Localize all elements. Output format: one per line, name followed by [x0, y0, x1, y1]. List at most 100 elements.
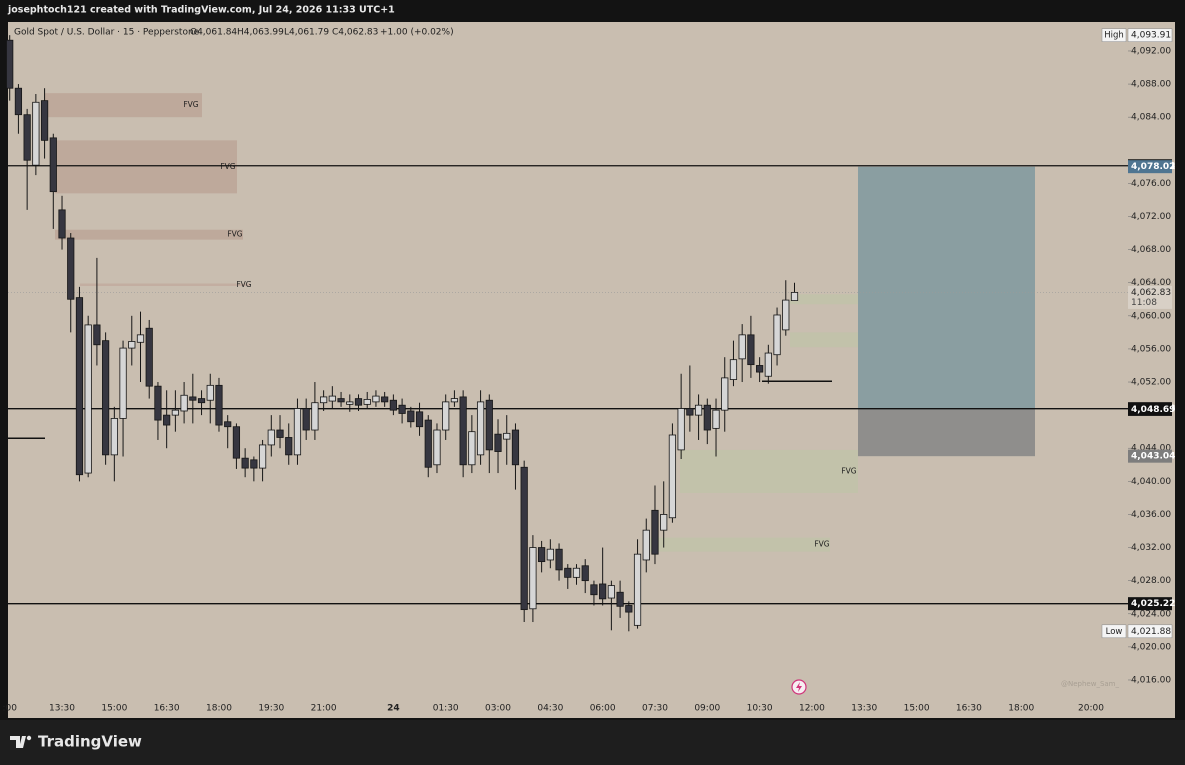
candle-body	[189, 396, 197, 401]
candle-body	[764, 352, 772, 377]
candle-body	[660, 514, 668, 531]
low-value-box	[1127, 624, 1173, 639]
fvg-label: FVG	[227, 230, 242, 239]
candle-body	[729, 359, 738, 380]
y-tick-label: 4,040.00	[1131, 477, 1171, 487]
x-tick-label: 18:00	[206, 704, 232, 714]
last-price-box	[1128, 285, 1172, 309]
candle-body	[686, 408, 694, 416]
candle-body	[564, 567, 572, 578]
candle-body	[302, 408, 310, 431]
candle-body	[476, 401, 485, 456]
candle-body	[285, 437, 293, 456]
fvg-zone	[80, 283, 250, 287]
x-tick-label: 03:00	[485, 704, 511, 714]
candle-body	[337, 398, 345, 403]
x-tick-label: 18:00	[1008, 704, 1034, 714]
legend-low: L4,061.79	[284, 28, 329, 38]
candle-body	[241, 457, 249, 469]
candle-body	[450, 398, 459, 403]
x-tick-label: :00	[2, 704, 17, 714]
x-tick-label: 15:00	[904, 704, 930, 714]
candle-body	[703, 404, 711, 431]
candle-body	[415, 411, 424, 428]
candle-body	[511, 429, 520, 466]
candle-body	[232, 426, 241, 459]
position-profit	[858, 166, 1035, 410]
candle-body	[293, 408, 302, 456]
candle-body	[616, 591, 624, 607]
candle-body	[694, 404, 703, 416]
fvg-label: FVG	[814, 540, 829, 549]
fvg-zone	[55, 140, 237, 194]
legend-close: C4,062.83	[332, 28, 378, 38]
x-tick-label: 12:00	[799, 704, 825, 714]
fvg-label: FVG	[183, 100, 198, 109]
high-value-box	[1127, 28, 1173, 42]
x-tick-label: 07:30	[642, 704, 668, 714]
candle-body	[171, 409, 179, 416]
brand: TradingView	[38, 733, 142, 751]
candle-body	[642, 529, 650, 561]
candle-body	[398, 404, 406, 414]
candle-body	[102, 340, 110, 456]
x-tick-label: 16:30	[154, 704, 180, 714]
y-tick-label: 4,020.00	[1131, 642, 1171, 652]
position-loss	[858, 409, 1035, 457]
candle-body	[206, 384, 214, 401]
candle-body	[49, 137, 57, 193]
last-price-label: 4,062.83	[1131, 288, 1171, 298]
candle-body	[328, 395, 336, 402]
candle-body	[23, 114, 31, 161]
watermark: @Nephew_Sam_	[1061, 680, 1120, 688]
x-tick-label: 16:30	[956, 704, 982, 714]
brand-logo	[10, 735, 32, 748]
x-tick-label: 09:00	[694, 704, 720, 714]
candle-body	[529, 547, 537, 610]
target-price-label: 4,078.02	[1131, 162, 1175, 172]
y-tick-label: 4,088.00	[1131, 80, 1171, 90]
candle-body	[738, 334, 746, 360]
candle-body	[581, 565, 589, 582]
x-tick-label: 15:00	[101, 704, 127, 714]
candle-body	[572, 567, 581, 578]
candle-body	[389, 399, 397, 411]
line-price-label: 4,025.22	[1131, 599, 1175, 609]
candle-body	[555, 548, 563, 571]
y-tick-label: 4,076.00	[1131, 179, 1171, 189]
y-tick-label: 4,072.00	[1131, 212, 1171, 222]
candle-body	[84, 324, 92, 474]
candle-body	[14, 87, 23, 116]
candle-body	[433, 429, 441, 466]
y-tick-label: 4,060.00	[1131, 311, 1171, 321]
high-name-box	[1101, 28, 1127, 42]
entry-price-box	[1128, 402, 1172, 416]
candle-body	[756, 365, 764, 373]
candle-body	[407, 410, 415, 423]
candle-body	[215, 384, 223, 426]
y-tick-label: 4,068.00	[1131, 245, 1171, 255]
fvg-label: FVG	[236, 280, 251, 289]
x-tick-label: 20:00	[1078, 704, 1104, 714]
legend-change: +1.00 (+0.02%)	[380, 28, 454, 38]
candle-body	[224, 421, 232, 428]
candle-body	[110, 418, 118, 456]
low-value: 4,021.88	[1131, 627, 1171, 637]
candle-body	[790, 291, 799, 301]
x-tick-label: 24	[387, 704, 400, 714]
candle-body	[590, 584, 598, 596]
candle-body	[599, 583, 607, 600]
x-tick-label: 19:30	[258, 704, 284, 714]
candle-body	[747, 334, 755, 366]
fvg-zone	[55, 229, 243, 240]
target-price-box	[1128, 160, 1172, 174]
candle-body	[607, 585, 615, 599]
y-tick-label: 4,028.00	[1131, 576, 1171, 586]
candle-body	[363, 399, 371, 405]
candle-body	[58, 209, 66, 239]
y-tick-label: 4,056.00	[1131, 344, 1171, 354]
candle-body	[40, 100, 49, 141]
candle-body	[712, 409, 720, 429]
candle-body	[346, 401, 354, 405]
y-tick-label: 4,052.00	[1131, 378, 1171, 388]
